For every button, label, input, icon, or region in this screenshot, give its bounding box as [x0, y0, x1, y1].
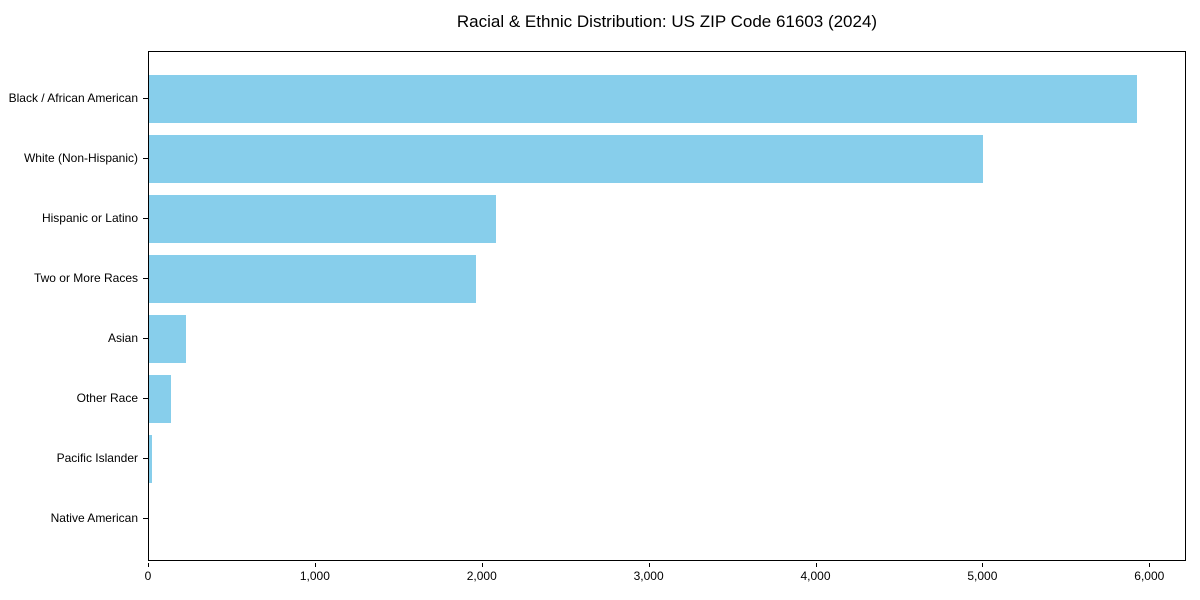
y-tick-label: Hispanic or Latino [41, 211, 138, 225]
x-tick-label: 3,000 [633, 569, 664, 583]
y-tick-mark [143, 518, 148, 519]
x-tick-mark [314, 563, 316, 567]
y-tick-label: Other Race [76, 391, 138, 405]
y-tick-label: Asian [107, 331, 138, 345]
bar-1 [149, 75, 1137, 123]
x-tick-mark [148, 563, 149, 567]
y-tick-mark [143, 398, 148, 399]
y-tick-mark [143, 278, 148, 279]
chart-title: Racial & Ethnic Distribution: US ZIP Cod… [456, 12, 878, 31]
plot-area [148, 51, 1186, 561]
bar-7 [149, 435, 152, 483]
x-tick-mark [648, 563, 650, 567]
x-tick-label: 0 [144, 569, 152, 583]
y-tick-mark [143, 98, 148, 99]
x-tick-label: 2,000 [466, 569, 497, 583]
x-tick-mark [1149, 563, 1151, 567]
y-tick-label: White (Non-Hispanic) [23, 151, 138, 165]
x-tick-label: 6,000 [1134, 569, 1165, 583]
y-tick-mark [143, 458, 148, 459]
y-tick-label: Black / African American [8, 91, 138, 105]
x-tick-label: 1,000 [299, 569, 330, 583]
y-tick-mark [143, 158, 148, 159]
x-tick-mark [815, 563, 817, 567]
bar-2 [149, 135, 984, 183]
y-tick-label: Two or More Races [33, 271, 138, 285]
y-tick-mark [143, 218, 148, 219]
x-tick-label: 5,000 [967, 569, 998, 583]
y-tick-label: Pacific Islander [56, 451, 138, 465]
bar-3 [149, 195, 497, 243]
y-tick-label: Native American [50, 511, 138, 525]
x-tick-label: 4,000 [800, 569, 831, 583]
bar-4 [149, 255, 477, 303]
y-tick-mark [143, 338, 148, 339]
bar-6 [149, 375, 172, 423]
bar-5 [149, 315, 186, 363]
x-tick-mark [982, 563, 984, 567]
x-tick-mark [481, 563, 483, 567]
